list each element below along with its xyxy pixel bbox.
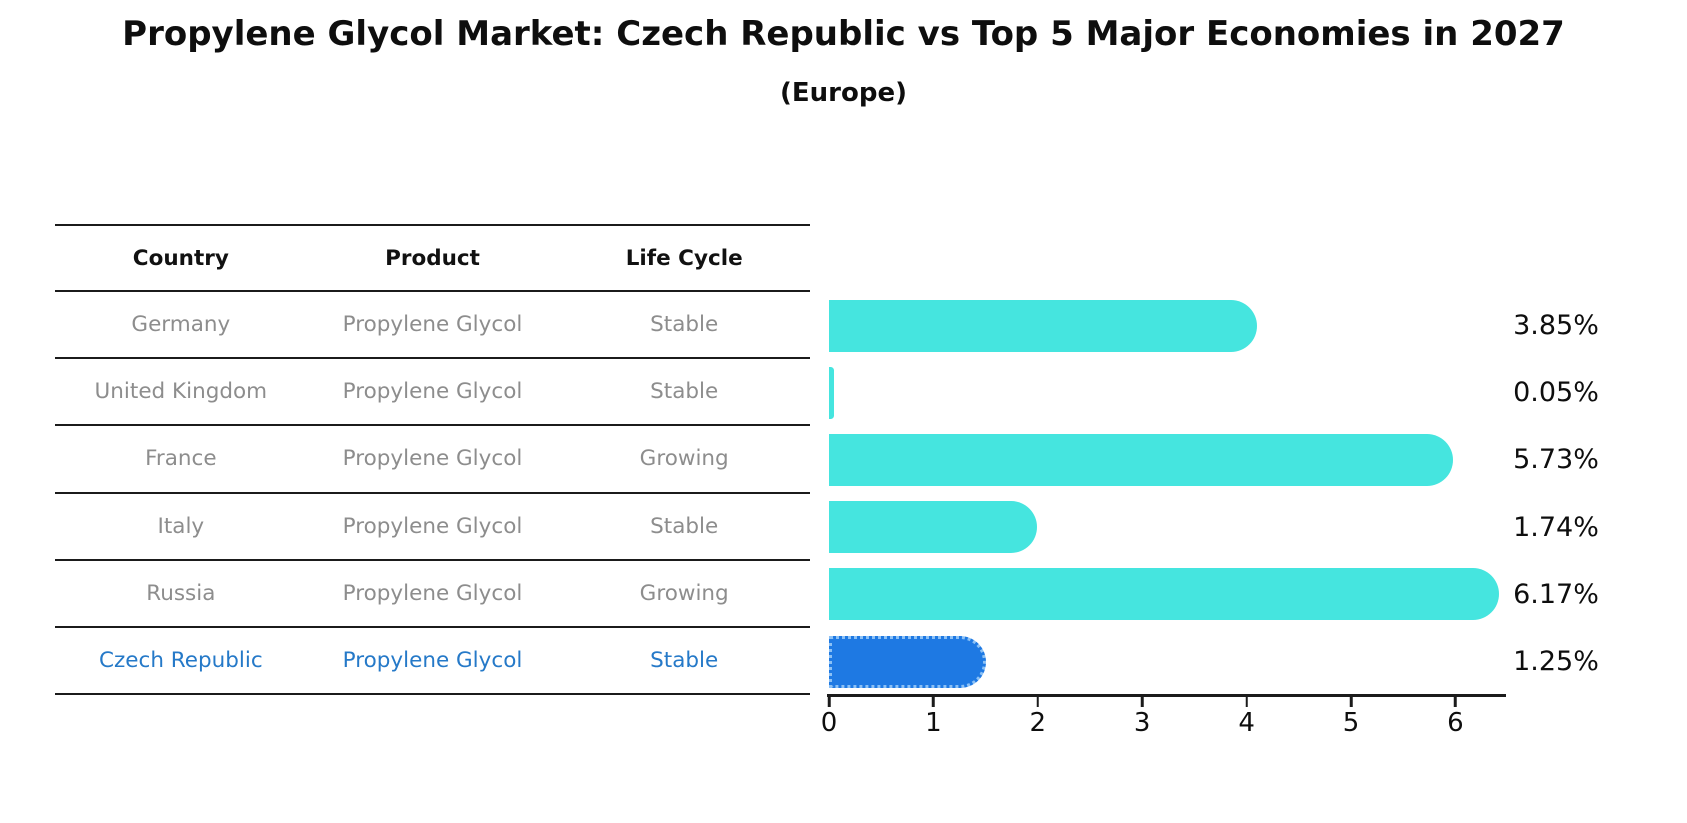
x-axis-tick-label: 0: [820, 708, 838, 738]
x-axis-tick: [932, 696, 935, 707]
life-cycle-cell: Stable: [650, 513, 719, 539]
table-row-russia: Russia Propylene Glycol Growing: [55, 561, 810, 628]
product-cell: Propylene Glycol: [342, 648, 523, 674]
value-label-russia: 6.17%: [1513, 578, 1599, 610]
bar-plot-area: 3.85% 0.05% 5.73% 1.74% 6.17% 1.25%: [829, 292, 1687, 695]
product-cell: Propylene Glycol: [342, 580, 523, 606]
table-row-germany: Germany Propylene Glycol Stable: [55, 292, 810, 360]
x-axis-tick-label: 2: [1029, 708, 1047, 738]
value-label-czech-republic: 1.25%: [1513, 645, 1599, 677]
bar-row-france: 5.73%: [829, 426, 1687, 493]
table-row-czech-republic: Czech Republic Propylene Glycol Stable: [55, 628, 810, 696]
x-axis-tick: [1454, 696, 1457, 707]
x-axis-tick-label: 6: [1447, 708, 1464, 738]
value-label-italy: 1.74%: [1513, 511, 1599, 543]
x-axis-tick-label: 3: [1133, 708, 1151, 738]
product-cell: Propylene Glycol: [342, 513, 523, 539]
x-axis-tick-label: 5: [1342, 708, 1360, 738]
column-header-product: Product: [385, 245, 480, 271]
country-cell: Czech Republic: [98, 648, 263, 674]
country-cell: France: [145, 446, 217, 472]
country-cell: Germany: [131, 312, 231, 338]
x-axis-tick: [1245, 696, 1248, 707]
country-cell: Russia: [146, 580, 216, 606]
bar-row-italy: 1.74%: [829, 494, 1687, 561]
bar-italy: [829, 501, 1037, 554]
column-header-life-cycle: Life Cycle: [625, 245, 743, 271]
bar-row-germany: 3.85%: [829, 292, 1687, 359]
value-label-france: 5.73%: [1513, 444, 1599, 476]
life-cycle-cell: Growing: [639, 580, 729, 606]
bar-czech-republic-highlighted: [829, 635, 986, 688]
bar-russia: [829, 568, 1500, 621]
value-label-germany: 3.85%: [1513, 310, 1599, 341]
table-row-italy: Italy Propylene Glycol Stable: [55, 494, 810, 561]
x-axis-line: 0 1 2 3 4 5 6: [821, 694, 1506, 738]
bar-row-czech-republic: 1.25%: [829, 628, 1687, 695]
life-cycle-cell: Stable: [650, 379, 719, 405]
product-cell: Propylene Glycol: [342, 379, 523, 405]
table-header-row: Country Product Life Cycle: [55, 226, 810, 292]
x-axis-tick: [1140, 696, 1144, 707]
bar-germany: [829, 299, 1257, 352]
bar-france: [829, 433, 1454, 486]
chart-title: Propylene Glycol Market: Czech Republic …: [122, 14, 1565, 54]
column-header-country: Country: [132, 245, 229, 271]
country-cell: United Kingdom: [94, 379, 268, 405]
product-cell: Propylene Glycol: [342, 312, 523, 338]
bar-row-united-kingdom: 0.05%: [829, 359, 1687, 426]
bar-row-russia: 6.17%: [829, 561, 1687, 628]
chart-subtitle: (Europe): [780, 78, 907, 108]
life-cycle-cell: Growing: [639, 446, 729, 472]
life-cycle-cell: Stable: [650, 648, 719, 674]
table-row-united-kingdom: United Kingdom Propylene Glycol Stable: [55, 359, 810, 427]
table-row-france: France Propylene Glycol Growing: [55, 426, 810, 494]
x-axis-tick-label: 1: [925, 708, 942, 738]
country-cell: Italy: [157, 513, 205, 539]
country-table: Country Product Life Cycle Germany Propy…: [55, 224, 810, 696]
x-axis-tick: [827, 696, 831, 707]
life-cycle-cell: Stable: [650, 312, 719, 338]
x-axis-tick-label: 4: [1238, 708, 1255, 738]
x-axis-tick: [1349, 696, 1353, 707]
bar-united-kingdom: [829, 366, 835, 419]
x-axis-tick: [1036, 696, 1040, 707]
value-label-united-kingdom: 0.05%: [1513, 377, 1599, 409]
product-cell: Propylene Glycol: [342, 446, 523, 472]
